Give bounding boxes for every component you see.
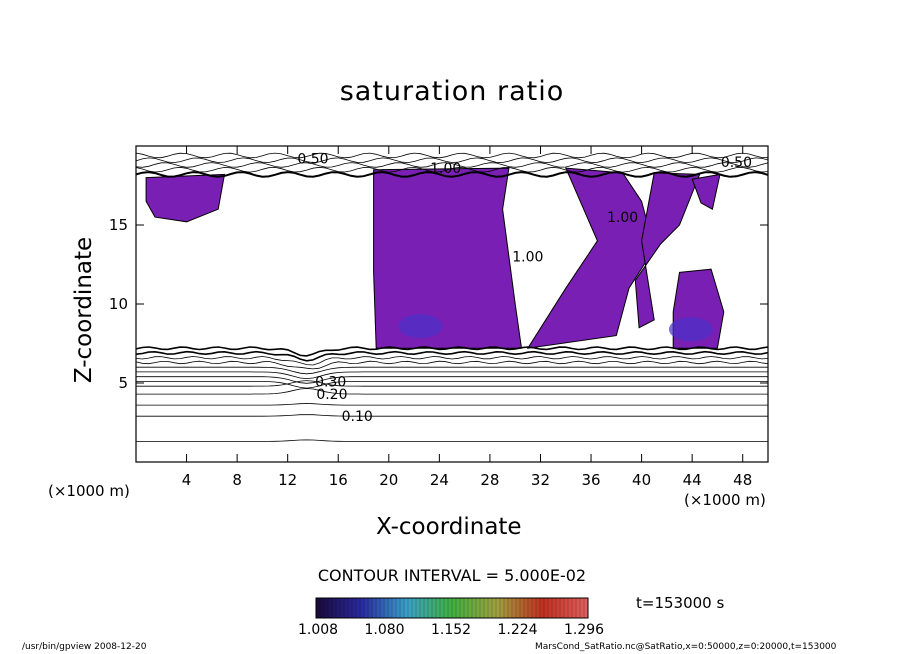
contour-line: [136, 388, 768, 395]
x-tick-label: 4: [182, 471, 192, 489]
contour-interval-label: CONTOUR INTERVAL = 5.000E-02: [317, 566, 587, 585]
contour-line-top: [135, 166, 769, 173]
contour-line: [136, 403, 768, 406]
y-axis-label: Z-coordinate: [71, 236, 97, 384]
contour-line: [136, 371, 768, 380]
x-tick-label: 8: [232, 471, 242, 489]
supersaturation-fills: [145, 167, 725, 349]
supersaturated-region: [145, 173, 226, 223]
colorbar-label: 1.224: [497, 622, 538, 638]
x-tick-label: 28: [480, 471, 499, 489]
contour-label: 0.10: [342, 409, 373, 425]
contour-labels: 0.10 0.200.30 1.00 1.00 1.00 0.50 0.50: [297, 152, 752, 426]
x-tick-label: 16: [329, 471, 348, 489]
footer-file-info: MarsCond_SatRatio.nc@SatRatio,x=0:50000,…: [535, 642, 837, 652]
colorbar-label: 1.296: [564, 622, 605, 638]
contour-label: 0.50: [721, 155, 752, 171]
x-axis-unit-left: (×1000 m): [48, 482, 130, 500]
colorbar-label: 1.152: [431, 622, 472, 638]
contour-label: 0.50: [297, 152, 328, 168]
x-tick-label: 48: [733, 471, 752, 489]
contour-line: [136, 366, 768, 375]
contour-label: 1.00: [512, 250, 543, 266]
contour-line: [136, 439, 768, 442]
y-tick-label: 10: [109, 295, 128, 313]
contour-lines: [135, 152, 769, 442]
supersaturated-region: [634, 172, 701, 329]
supersaturation-core: [398, 314, 443, 339]
x-tick-label: 24: [430, 471, 449, 489]
time-label: t=153000 s: [636, 594, 725, 612]
colorbar: [315, 597, 589, 619]
x-tick-label: 32: [531, 471, 550, 489]
contour-line: [135, 360, 769, 370]
contour-label: 1.00: [430, 161, 461, 177]
x-tick-label: 44: [683, 471, 702, 489]
supersaturated-region: [691, 173, 721, 210]
x-axis-ticks: 4 8 12 16 20 24 28 32 36 40 44 48: [182, 146, 752, 489]
contour-line: [136, 380, 768, 387]
contour-line-top: [135, 162, 769, 168]
y-tick-label: 5: [118, 374, 128, 392]
y-tick-label: 15: [109, 216, 128, 234]
supersaturated-region: [373, 167, 523, 349]
x-tick-label: 20: [379, 471, 398, 489]
colorbar-label: 1.008: [298, 622, 339, 638]
x-tick-label: 36: [581, 471, 600, 489]
x-tick-label: 40: [632, 471, 651, 489]
contour-line-top: [135, 157, 769, 164]
supersaturated-region: [526, 167, 655, 349]
contour-line: [135, 356, 769, 366]
x-axis-unit-right: (×1000 m): [684, 491, 766, 509]
x-axis-label: X-coordinate: [376, 514, 522, 540]
contour-line: [135, 346, 769, 357]
colorbar-label: 1.080: [364, 622, 405, 638]
contour-line-top: [135, 152, 769, 159]
contour-line: [136, 414, 768, 417]
contour-label: 0.20: [316, 387, 347, 403]
contour-label: 1.00: [607, 210, 638, 226]
y-axis-ticks: 5 10 15: [109, 216, 768, 392]
supersaturation-core: [668, 317, 713, 342]
chart-title: saturation ratio: [339, 76, 565, 107]
contour-line: [136, 381, 768, 389]
contour-line: [135, 350, 769, 362]
contour-line: [136, 376, 768, 384]
footer-program-date: /usr/bin/gpview 2008-12-20: [22, 642, 147, 652]
contour-line-top: [135, 171, 769, 178]
x-tick-label: 12: [278, 471, 297, 489]
contour-label: 0.30: [315, 374, 346, 390]
